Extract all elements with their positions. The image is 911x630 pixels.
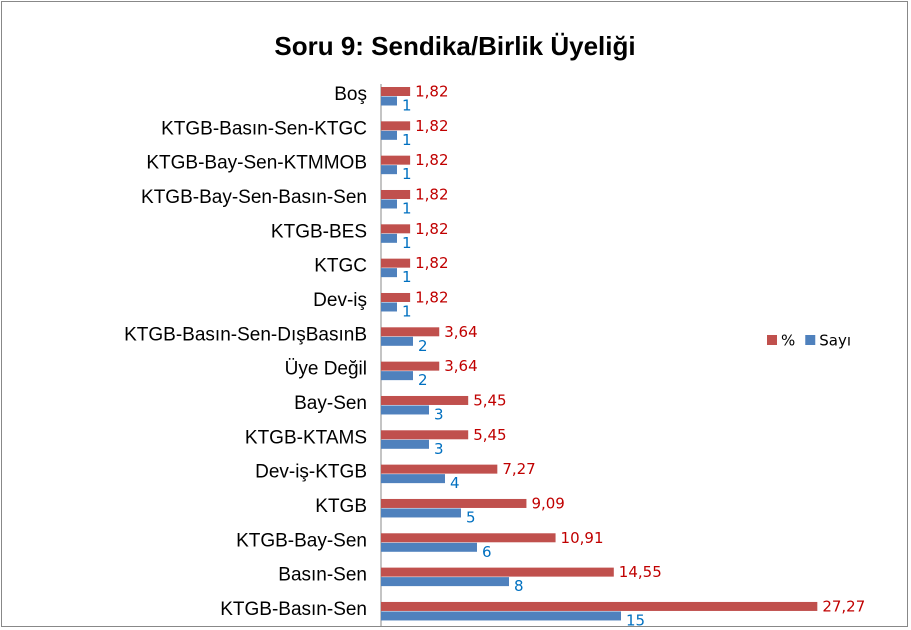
legend-label: Sayı [819,332,851,350]
y-tick-label: KTGB-Basın-Sen [220,599,367,620]
bar [381,361,440,371]
data-label: 3,64 [444,323,477,341]
y-tick-label: KTGB-Bay-Sen [236,530,367,551]
y-tick-label: Üye Değil [285,359,367,380]
bar [381,405,429,415]
bar [381,224,411,234]
bar [381,371,413,381]
bar [381,121,411,131]
bar [381,498,527,508]
y-tick-label: KTGB-KTAMS [245,427,367,448]
data-label: 1 [402,131,412,149]
bar [381,268,397,278]
data-label: 1,82 [415,220,448,238]
data-label: 14,55 [619,563,662,581]
data-label: 1,82 [415,185,448,203]
bar [381,577,509,587]
data-label: 1,82 [415,117,448,135]
data-label: 1 [402,268,412,286]
bar [381,155,411,165]
data-label: 5,45 [473,426,506,444]
data-label: 9,09 [531,494,564,512]
bar [381,611,621,621]
bar [381,87,411,96]
bar [381,439,429,449]
bar [381,567,614,577]
bar [381,302,397,312]
bar [381,430,469,440]
bar [381,258,411,268]
data-label: 27,27 [822,597,865,615]
data-label: 3,64 [444,357,477,375]
bar [381,601,818,611]
data-label: 2 [418,371,428,389]
data-label: 3 [434,440,444,458]
bar [381,130,397,140]
bar [381,327,440,337]
bar [381,165,397,175]
data-label: 1 [402,234,412,252]
data-label: 1,82 [415,254,448,272]
bar [381,336,413,346]
data-label: 15 [626,611,645,629]
data-label: 5,45 [473,391,506,409]
y-tick-label: KTGB-Basın-Sen-DışBasınB [124,324,367,345]
data-label: 1,82 [415,83,448,101]
y-tick-label: Dev-iş-KTGB [255,462,367,483]
bar [381,533,556,543]
bar [381,96,397,106]
data-label: 2 [418,337,428,355]
y-tick-label: Boş [334,84,367,105]
legend-label: % [781,332,795,350]
y-tick-label: KTGB-Basın-Sen-KTGC [161,118,367,139]
y-tick-label: KTGB [315,496,367,517]
legend-swatch [805,335,816,345]
bar [381,542,477,552]
data-label: 6 [482,543,492,561]
bar [381,395,469,405]
data-label: 1 [402,302,412,320]
bar [381,474,445,484]
y-tick-label: Dev-iş [313,290,367,311]
data-label: 1 [402,199,412,217]
data-label: 5 [466,508,476,526]
data-label: 3 [434,405,444,423]
bar [381,508,461,518]
y-tick-label: KTGB-BES [271,221,367,242]
data-label: 1,82 [415,151,448,169]
legend-swatch [767,335,777,345]
y-tick-label: Basın-Sen [278,565,367,586]
bar [381,233,397,243]
bar [381,292,411,302]
y-tick-label: KTGB-Bay-Sen-Basın-Sen [141,187,367,208]
y-tick-label: Bay-Sen [294,393,367,414]
data-label: 4 [450,474,460,492]
data-label: 1 [402,165,412,183]
chart-title: Soru 9: Sendika/Birlik Üyeliği [274,31,635,61]
y-tick-label: KTGB-Bay-Sen-KTMMOB [146,153,367,174]
y-tick-label: KTGC [314,256,367,277]
data-label: 7,27 [502,460,535,478]
data-label: 1,82 [415,288,448,306]
bar [381,199,397,209]
bar [381,189,411,199]
data-label: 10,91 [561,529,604,547]
data-label: 1 [402,97,412,115]
bar [381,464,498,474]
data-label: 8 [514,577,524,595]
